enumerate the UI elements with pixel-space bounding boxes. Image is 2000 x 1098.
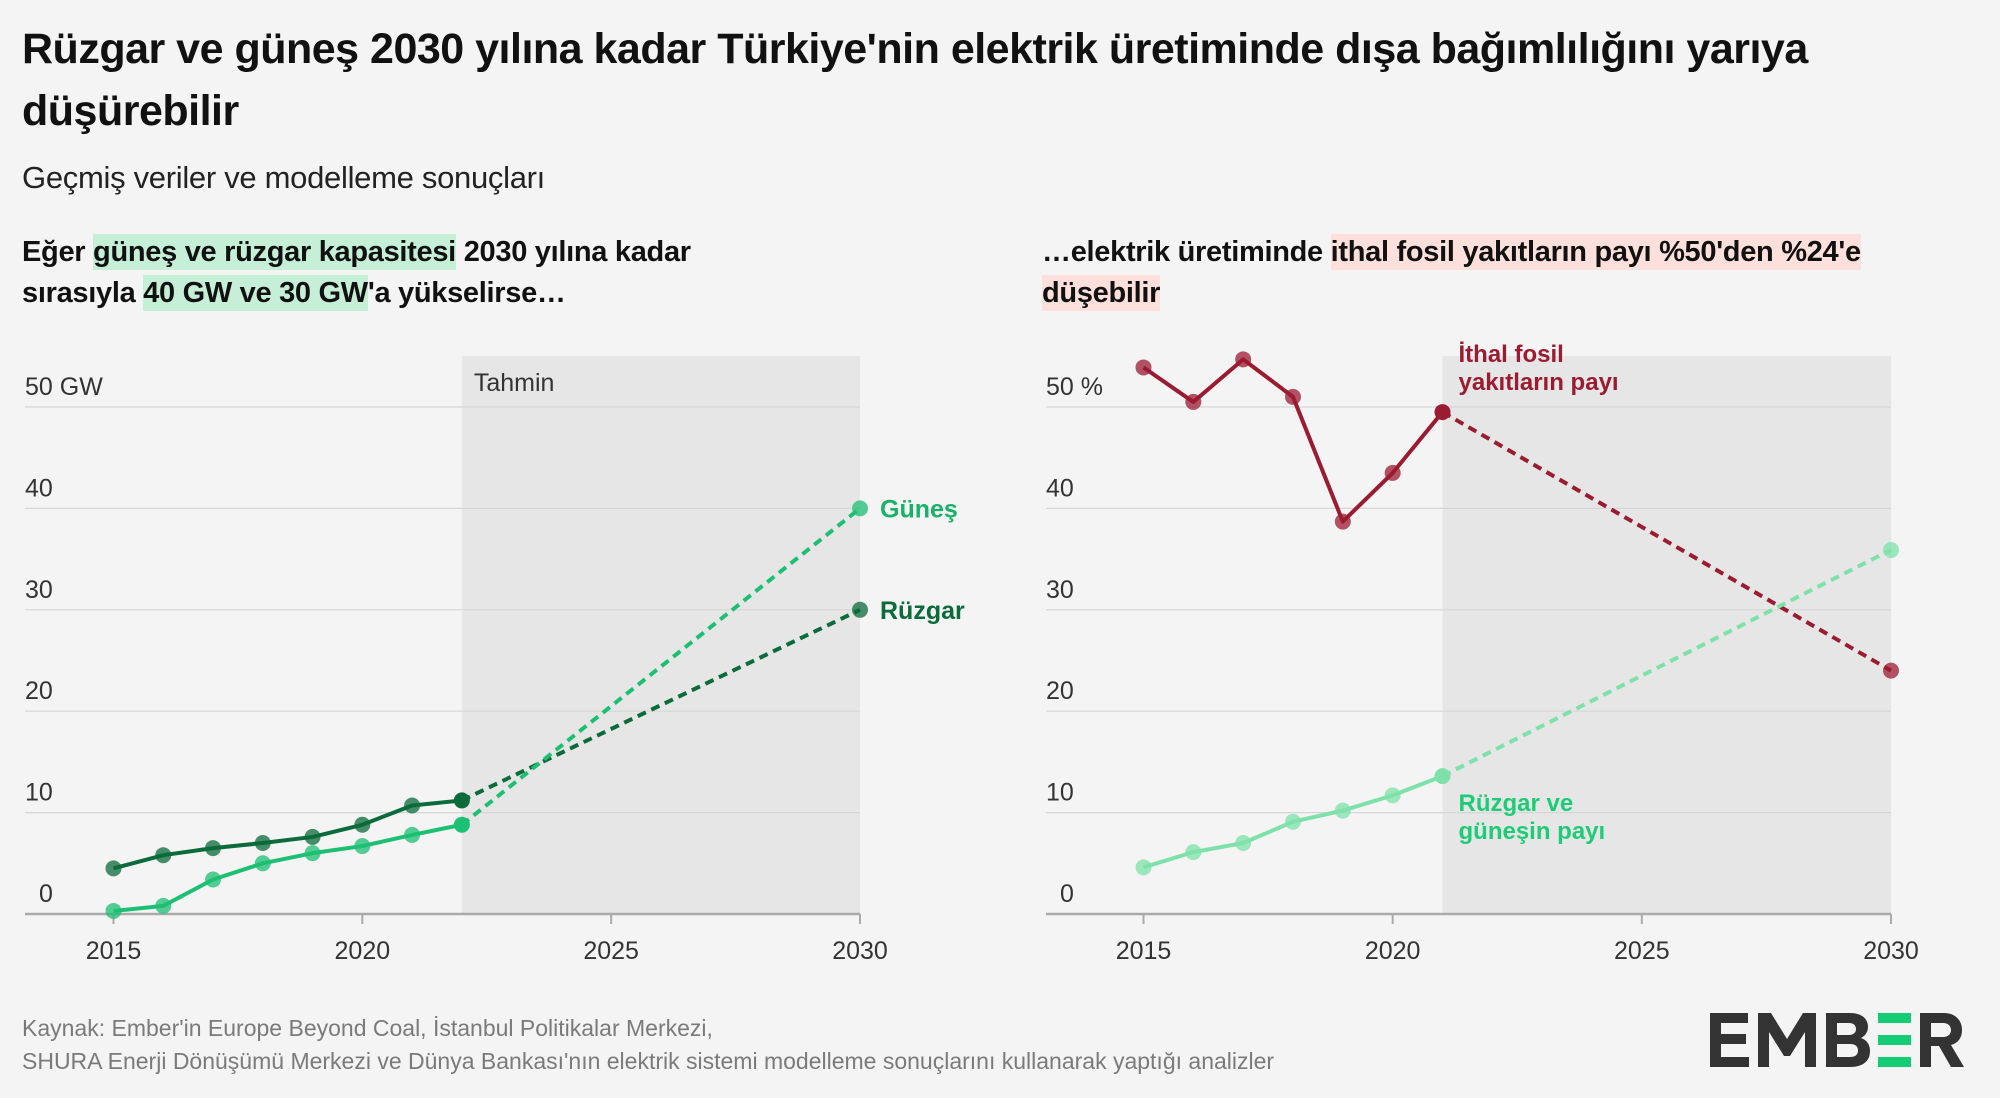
chart-title: Rüzgar ve güneş 2030 yılına kadar Türkiy…	[22, 25, 1808, 135]
data-point	[105, 902, 122, 919]
series-label: yakıtların payı	[1459, 369, 1619, 396]
data-point	[155, 847, 172, 864]
x-tick-label: 2025	[583, 937, 639, 965]
x-tick-label: 2015	[1116, 937, 1172, 965]
data-point	[304, 845, 321, 862]
data-point	[852, 500, 868, 517]
data-point	[1185, 393, 1202, 410]
data-point	[453, 792, 470, 809]
data-point	[404, 826, 421, 843]
data-point	[404, 797, 421, 814]
data-point	[254, 855, 271, 872]
data-point	[1285, 388, 1301, 405]
data-point	[1285, 813, 1301, 830]
source-line: SHURA Enerji Dönüşümü Merkezi ve Dünya B…	[22, 1048, 1275, 1074]
heading-text: Eğer	[22, 236, 94, 268]
forecast-label: Tahmin	[474, 369, 555, 397]
series-label: Rüzgar	[880, 597, 965, 625]
forecast-shade	[1442, 356, 1891, 914]
heading-text: 2030 yılına kadar sırasıyla	[22, 236, 691, 309]
y-tick-label: 30	[1046, 576, 1074, 604]
x-tick-label: 2030	[1863, 937, 1919, 965]
data-point	[1384, 787, 1401, 804]
y-tick-label: 40	[1046, 474, 1074, 502]
series-line-forecast	[1441, 410, 1892, 673]
y-tick-label: 50 %	[1046, 373, 1103, 401]
y-tick-label: 40	[25, 474, 53, 502]
data-point	[1235, 351, 1252, 368]
data-point	[1434, 404, 1451, 421]
data-point	[205, 840, 222, 857]
series-line-forecast	[460, 506, 862, 827]
y-tick-label: 50 GW	[25, 373, 103, 401]
x-tick-label: 2020	[1365, 937, 1421, 965]
ember-logo	[1710, 1013, 1964, 1072]
x-tick-label: 2015	[86, 937, 142, 965]
data-point	[1434, 768, 1451, 785]
data-point	[1135, 359, 1152, 376]
x-tick-label: 2025	[1614, 937, 1670, 965]
series-line-forecast	[461, 607, 861, 803]
data-point	[304, 828, 321, 845]
data-point	[205, 871, 222, 888]
data-point	[1334, 513, 1351, 530]
left-panel-heading: Eğer güneş ve rüzgar kapasitesi 2030 yıl…	[22, 232, 962, 314]
data-point	[852, 601, 868, 618]
data-point	[453, 816, 470, 833]
series-label: güneşin payı	[1459, 818, 1606, 845]
chart-subtitle: Geçmiş veriler ve modelleme sonuçları	[22, 160, 545, 195]
y-tick-label: 0	[1060, 880, 1074, 908]
data-point	[1334, 802, 1351, 819]
heading-text: 'a yükselirse…	[367, 277, 566, 309]
data-point	[105, 860, 122, 877]
series-label: Rüzgar ve	[1459, 790, 1574, 817]
series-line-forecast	[1441, 548, 1892, 778]
series-label: Güneş	[880, 495, 958, 523]
x-tick-label: 2020	[335, 937, 391, 965]
forecast-shade	[461, 356, 860, 914]
data-point	[1135, 859, 1152, 876]
y-tick-label: 20	[1046, 677, 1074, 705]
y-tick-label: 30	[25, 576, 53, 604]
heading-highlight: 40 GW ve 30 GW	[143, 275, 368, 311]
data-point	[1883, 662, 1899, 679]
x-tick-label: 2030	[832, 937, 888, 965]
y-tick-label: 10	[25, 779, 53, 807]
data-point	[1235, 835, 1252, 852]
data-point	[1883, 541, 1899, 558]
series-line-historical	[1142, 357, 1445, 524]
data-point	[354, 816, 371, 833]
y-tick-label: 10	[1046, 779, 1074, 807]
y-tick-label: 20	[25, 677, 53, 705]
source-note: Kaynak: Ember'in Europe Beyond Coal, İst…	[22, 1012, 1274, 1078]
data-point	[1185, 844, 1202, 861]
y-tick-label: 0	[39, 880, 53, 908]
data-point	[354, 838, 371, 855]
heading-highlight: güneş ve rüzgar kapasitesi	[93, 234, 456, 270]
data-point	[1384, 464, 1401, 481]
data-point	[155, 897, 172, 914]
series-line-historical	[112, 798, 463, 871]
source-line: Kaynak: Ember'in Europe Beyond Coal, İst…	[22, 1015, 713, 1041]
series-label: İthal fosil	[1459, 341, 1564, 368]
data-point	[254, 835, 271, 852]
series-line-historical	[113, 822, 463, 913]
heading-text: …elektrik üretiminde	[1042, 236, 1331, 268]
right-panel-heading: …elektrik üretiminde ithal fosil yakıtla…	[1042, 232, 1982, 314]
